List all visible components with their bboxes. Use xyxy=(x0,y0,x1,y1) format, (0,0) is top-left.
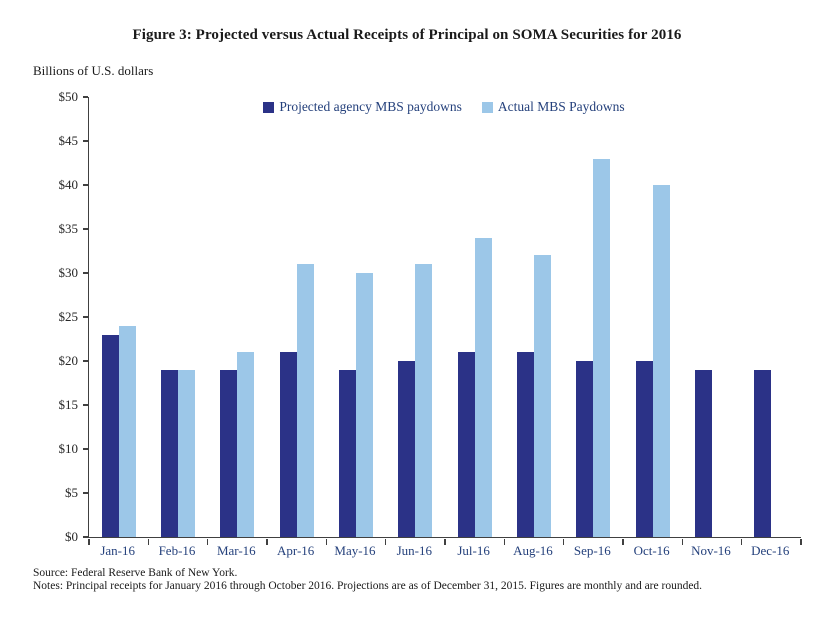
bar-projected-Oct-16 xyxy=(635,361,653,537)
y-axis-tick-label: $5 xyxy=(65,485,78,500)
source-note: Source: Federal Reserve Bank of New York… xyxy=(33,567,238,579)
projected-series-swatch-icon xyxy=(263,101,275,113)
bars-container xyxy=(89,97,801,537)
bar-group-Mar-16 xyxy=(208,97,267,537)
legend-item-projected: Projected agency MBS paydowns xyxy=(263,99,462,115)
x-axis-label-Nov-16: Nov-16 xyxy=(691,543,731,558)
x-axis-tick xyxy=(444,538,446,545)
x-axis-tick xyxy=(325,538,328,545)
y-axis-tick xyxy=(82,360,88,362)
x-axis-label-Sep-16: Sep-16 xyxy=(573,543,611,558)
x-axis-tick xyxy=(503,538,506,545)
x-axis-tick xyxy=(88,538,90,545)
bar-projected-Jul-16 xyxy=(457,352,475,537)
bar-group-Sep-16 xyxy=(564,97,623,537)
footnotes: Notes: Principal receipts for January 20… xyxy=(33,580,703,592)
y-axis-tick xyxy=(82,272,88,274)
legend-item-actual: Actual MBS Paydowns xyxy=(481,99,625,115)
x-axis-label-Jan-16: Jan-16 xyxy=(100,543,135,558)
x-axis-label-May-16: May-16 xyxy=(334,543,376,558)
x-axis-label-Dec-16: Dec-16 xyxy=(751,543,790,558)
chart-legend: Projected agency MBS paydowns Actual MBS… xyxy=(88,99,800,115)
bar-actual-Jul-16 xyxy=(474,237,492,537)
bar-group-May-16 xyxy=(326,97,385,537)
x-axis-label-Jun-16: Jun-16 xyxy=(396,543,432,558)
y-axis-tick xyxy=(82,96,88,98)
bar-actual-Feb-16 xyxy=(177,369,195,537)
bar-group-Jun-16 xyxy=(386,97,445,537)
x-axis-tick xyxy=(800,538,802,545)
y-axis-tick-label: $30 xyxy=(58,265,79,280)
x-axis-tick xyxy=(622,538,624,545)
x-axis-label-Jul-16: Jul-16 xyxy=(457,543,490,558)
bar-projected-Sep-16 xyxy=(576,361,594,537)
legend-label-projected: Projected agency MBS paydowns xyxy=(279,99,462,114)
bar-actual-Aug-16 xyxy=(533,255,551,537)
x-axis-tick-labels: Jan-16 Feb-16 Mar-16 Apr-16 May-16 Jun-16 Jul-… xyxy=(88,543,800,559)
bar-actual-Apr-16 xyxy=(296,264,314,537)
bar-group-Apr-16 xyxy=(267,97,326,537)
y-axis-tick-label: $0 xyxy=(65,529,78,544)
bar-actual-Oct-16 xyxy=(652,185,670,537)
bar-group-Aug-16 xyxy=(504,97,563,537)
y-axis-tick xyxy=(82,316,88,318)
y-axis-tick-label: $10 xyxy=(58,441,79,456)
x-axis-tick xyxy=(681,538,684,545)
y-axis-tick-label: $40 xyxy=(58,177,79,192)
x-axis-label-Feb-16: Feb-16 xyxy=(158,543,196,558)
x-axis-tick xyxy=(740,538,743,545)
x-axis-label-Mar-16: Mar-16 xyxy=(216,543,256,558)
bar-actual-Jan-16 xyxy=(118,325,136,537)
bar-projected-Jun-16 xyxy=(398,361,416,537)
bar-group-Feb-16 xyxy=(148,97,207,537)
y-axis-tick xyxy=(82,492,88,494)
y-axis-tick-label: $15 xyxy=(58,397,79,412)
x-axis-tick xyxy=(266,538,268,545)
chart-title: Figure 3: Projected versus Actual Receip… xyxy=(132,27,682,43)
bar-group-Jul-16 xyxy=(445,97,504,537)
bar-projected-Jan-16 xyxy=(101,334,119,537)
bar-group-Jan-16 xyxy=(89,97,148,537)
bar-actual-May-16 xyxy=(355,273,373,537)
legend-label-actual: Actual MBS Paydowns xyxy=(497,99,625,114)
y-axis-tick-label: $35 xyxy=(58,221,79,236)
y-axis-tick-label: $50 xyxy=(58,89,79,104)
plot-area xyxy=(82,96,802,545)
bar-projected-Feb-16 xyxy=(160,369,178,537)
bar-group-Oct-16 xyxy=(623,97,682,537)
y-axis-units-label: Billions of U.S. dollars xyxy=(33,63,154,78)
bar-actual-Jun-16 xyxy=(415,264,433,537)
bar-projected-Dec-16 xyxy=(754,369,772,537)
y-axis-tick xyxy=(82,448,88,450)
actual-series-swatch-icon xyxy=(481,101,493,113)
y-axis-tick xyxy=(82,228,88,230)
bar-actual-Sep-16 xyxy=(593,158,611,537)
y-axis-tick xyxy=(82,404,88,406)
y-axis-tick-label: $20 xyxy=(58,353,79,368)
x-axis-tick xyxy=(562,538,565,545)
x-axis-tick xyxy=(384,538,387,545)
x-axis-tick xyxy=(206,538,209,545)
x-axis-label-Aug-16: Aug-16 xyxy=(513,543,553,558)
y-axis-tick-label: $25 xyxy=(58,309,79,324)
x-axis-label-Oct-16: Oct-16 xyxy=(633,543,670,558)
x-axis-tick xyxy=(147,538,150,545)
x-axis-label-Apr-16: Apr-16 xyxy=(277,543,315,558)
y-axis-tick xyxy=(82,140,88,142)
bar-group-Nov-16 xyxy=(682,97,741,537)
bar-projected-May-16 xyxy=(338,369,356,537)
bar-actual-Mar-16 xyxy=(237,352,255,537)
bar-projected-Mar-16 xyxy=(220,369,238,537)
y-axis-tick-label: $45 xyxy=(58,133,79,148)
y-axis-tick xyxy=(82,536,88,538)
y-axis-tick-labels: $0 $5 $10 $15 $20 $25 $30 $35 $40 $45 $50 xyxy=(0,89,79,544)
bar-projected-Apr-16 xyxy=(279,352,297,537)
y-axis-tick xyxy=(82,184,88,186)
bar-projected-Aug-16 xyxy=(516,352,534,537)
bar-group-Dec-16 xyxy=(742,97,801,537)
bar-projected-Nov-16 xyxy=(694,369,712,537)
